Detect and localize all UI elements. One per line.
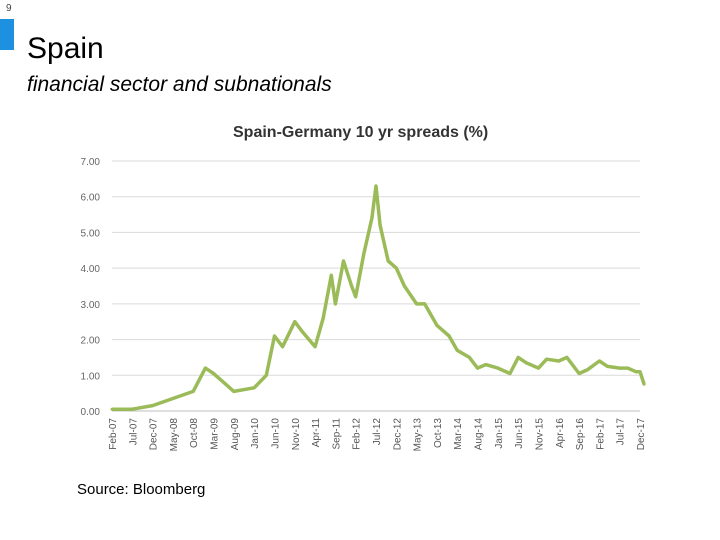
x-tick-label: Jan-10 <box>250 418 261 449</box>
x-tick-label: Mar-14 <box>453 418 464 450</box>
data-point <box>618 366 622 370</box>
x-tick-label: Dec-12 <box>392 418 403 451</box>
data-point <box>252 386 256 390</box>
data-point <box>191 389 195 393</box>
accent-bar <box>0 19 14 50</box>
x-tick-label: Jan-15 <box>494 418 505 449</box>
x-tick-label: May-08 <box>169 418 180 452</box>
data-point <box>626 366 630 370</box>
data-point <box>321 316 325 320</box>
x-tick-label: Nov-15 <box>534 418 545 451</box>
y-tick-label: 6.00 <box>81 193 101 204</box>
data-point <box>313 345 317 349</box>
data-point <box>634 370 638 374</box>
data-point <box>415 302 419 306</box>
data-point <box>151 404 155 408</box>
data-point <box>232 389 236 393</box>
x-tick-label: Feb-12 <box>352 418 363 450</box>
data-point <box>537 366 540 370</box>
x-tick-label: Aug-14 <box>474 418 485 451</box>
data-point <box>484 363 488 367</box>
data-point <box>378 223 382 227</box>
x-tick-label: Jun-15 <box>514 418 525 449</box>
data-point <box>516 355 520 359</box>
x-tick-label: Jun-10 <box>270 418 281 449</box>
y-tick-label: 1.00 <box>81 371 101 382</box>
data-point <box>435 323 439 327</box>
spread-chart: Spain-Germany 10 yr spreads (%) 0.00 1.00… <box>70 118 650 463</box>
data-point <box>362 252 366 256</box>
data-point <box>402 284 406 288</box>
data-point <box>264 373 268 377</box>
data-point <box>585 368 589 372</box>
data-point <box>642 382 646 386</box>
y-tick-label: 5.00 <box>81 228 101 239</box>
x-tick-label: Dec-17 <box>636 418 647 451</box>
data-point <box>329 273 333 277</box>
page-number: 9 <box>6 3 12 14</box>
data-point <box>110 407 114 411</box>
x-tick-label: Dec-07 <box>149 418 160 451</box>
data-point <box>638 370 642 374</box>
x-tick-label: May-13 <box>413 418 424 452</box>
data-point <box>370 216 374 220</box>
x-tick-label: Aug-09 <box>230 418 241 451</box>
x-tick-label: Sep-11 <box>331 418 342 450</box>
data-point <box>467 355 471 359</box>
data-point <box>606 364 609 368</box>
x-tick-label: Feb-17 <box>595 418 606 450</box>
chart-title: Spain-Germany 10 yr spreads (%) <box>233 124 489 141</box>
x-tick-label: Feb-07 <box>108 418 119 450</box>
data-point <box>342 259 345 263</box>
y-tick-label: 7.00 <box>81 157 101 168</box>
data-point <box>333 302 337 306</box>
x-tick-label: Jul-12 <box>372 418 383 446</box>
data-point <box>293 320 297 324</box>
data-point <box>545 357 549 361</box>
data-point <box>423 302 427 306</box>
x-tick-label: Apr-11 <box>311 418 322 448</box>
y-tick-label: 4.00 <box>81 264 101 275</box>
data-point <box>597 359 601 363</box>
data-point <box>508 372 512 375</box>
data-point <box>350 284 354 288</box>
slide-title: Spain <box>27 32 104 65</box>
x-tick-label: Nov-10 <box>291 418 302 451</box>
data-point <box>374 184 378 188</box>
data-point <box>524 361 528 365</box>
data-point <box>354 295 358 299</box>
x-tick-label: Jul-17 <box>616 418 627 446</box>
data-point <box>273 334 276 338</box>
data-point <box>386 259 390 263</box>
data-point <box>565 355 569 359</box>
data-point <box>203 366 207 370</box>
chart-plot: 0.00 1.00 2.00 3.00 4.00 5.00 6.00 7.00 Feb-07 Ju… <box>81 157 647 452</box>
data-point <box>455 348 459 352</box>
data-point <box>447 334 451 338</box>
y-tick-label: 0.00 <box>81 407 101 418</box>
data-point <box>301 330 305 334</box>
x-tick-label: Oct-08 <box>189 418 200 448</box>
data-point <box>476 366 479 370</box>
x-tick-label: Oct-13 <box>433 418 444 448</box>
y-tick-label: 3.00 <box>81 300 101 311</box>
data-point <box>557 359 561 363</box>
source-note: Source: Bloomberg <box>77 481 206 498</box>
x-tick-label: Jul-07 <box>128 418 139 446</box>
data-point <box>212 372 215 375</box>
data-point <box>224 382 228 386</box>
data-point <box>577 372 581 375</box>
data-point <box>171 397 175 400</box>
x-tick-label: Sep-16 <box>575 418 586 451</box>
data-point <box>496 366 500 370</box>
y-tick-label: 2.00 <box>81 336 101 347</box>
data-point <box>281 345 285 349</box>
slide-subtitle: financial sector and subnationals <box>27 73 332 96</box>
spread-series-line <box>112 184 646 411</box>
x-tick-label: Mar-09 <box>210 418 221 450</box>
x-tick-label: Apr-16 <box>555 418 566 448</box>
data-point <box>130 407 134 411</box>
data-point <box>394 266 398 270</box>
